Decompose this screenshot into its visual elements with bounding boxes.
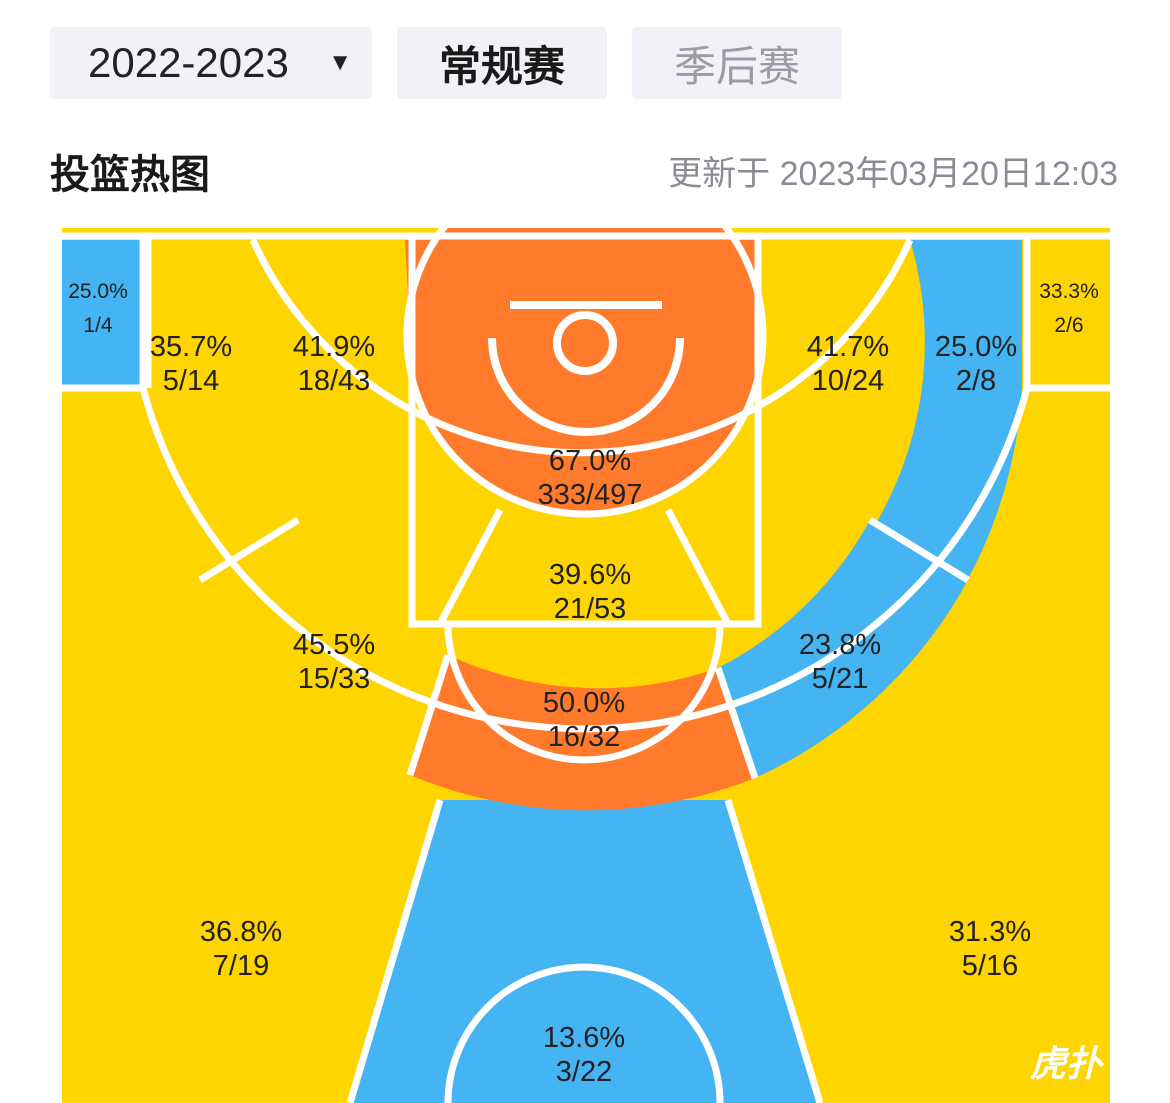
left-three-top-made: 5/14 <box>163 365 219 397</box>
season-select[interactable]: 2022-2023 ▼ <box>50 27 372 99</box>
right-mid-top-made: 10/24 <box>812 365 885 397</box>
top-key-three-made: 3/22 <box>556 1056 612 1088</box>
right-three-wing-pct: 31.3% <box>949 916 1031 948</box>
left-mid-wing-made: 15/33 <box>298 663 371 695</box>
left-mid-wing-pct: 45.5% <box>293 629 375 661</box>
center-mid-pct: 50.0% <box>543 687 625 719</box>
right-three-wing-made: 5/16 <box>962 950 1018 982</box>
left-three-wing-pct: 36.8% <box>200 916 282 948</box>
right-corner-made: 2/6 <box>1054 314 1083 337</box>
left-corner-made: 1/4 <box>83 314 113 337</box>
tab-playoffs[interactable]: 季后赛 <box>632 27 842 99</box>
center-mid-made: 16/32 <box>548 721 621 753</box>
right-three-top-pct: 25.0% <box>935 331 1017 363</box>
left-corner-pct: 25.0% <box>68 280 128 303</box>
caret-down-icon: ▼ <box>328 49 352 76</box>
season-label: 2022-2023 <box>88 39 289 86</box>
restricted-area-made: 333/497 <box>538 479 643 511</box>
top-key-three-pct: 13.6% <box>543 1022 625 1054</box>
zone-labels: 25.0% 1/4 33.3% 2/6 35.7% 5/14 41.9% 18/… <box>68 280 1099 1088</box>
right-mid-top-pct: 41.7% <box>807 331 889 363</box>
left-mid-top-made: 18/43 <box>298 365 371 397</box>
left-three-top-pct: 35.7% <box>150 331 232 363</box>
zone-center-mid <box>410 655 755 811</box>
right-mid-wing-made: 5/21 <box>812 663 868 695</box>
left-three-wing-made: 7/19 <box>213 950 269 982</box>
updated-timestamp: 更新于 2023年03月20日12:03 <box>668 155 1118 193</box>
restricted-area-pct: 67.0% <box>549 445 631 477</box>
right-corner-pct: 33.3% <box>1039 280 1099 303</box>
left-mid-top-pct: 41.9% <box>293 331 375 363</box>
paint-pct: 39.6% <box>549 559 631 591</box>
tab-regular-season[interactable]: 常规赛 <box>397 27 607 99</box>
right-mid-wing-pct: 23.8% <box>799 629 881 661</box>
right-three-top-made: 2/8 <box>956 365 996 397</box>
zone-left-corner <box>60 240 140 388</box>
hupu-watermark-logo: 虎扑 <box>1030 1044 1105 1085</box>
zone-right-corner <box>1030 240 1110 388</box>
paint-made: 21/53 <box>554 593 627 625</box>
court-lines <box>50 228 1110 1103</box>
section-title: 投篮热图 <box>50 153 210 197</box>
